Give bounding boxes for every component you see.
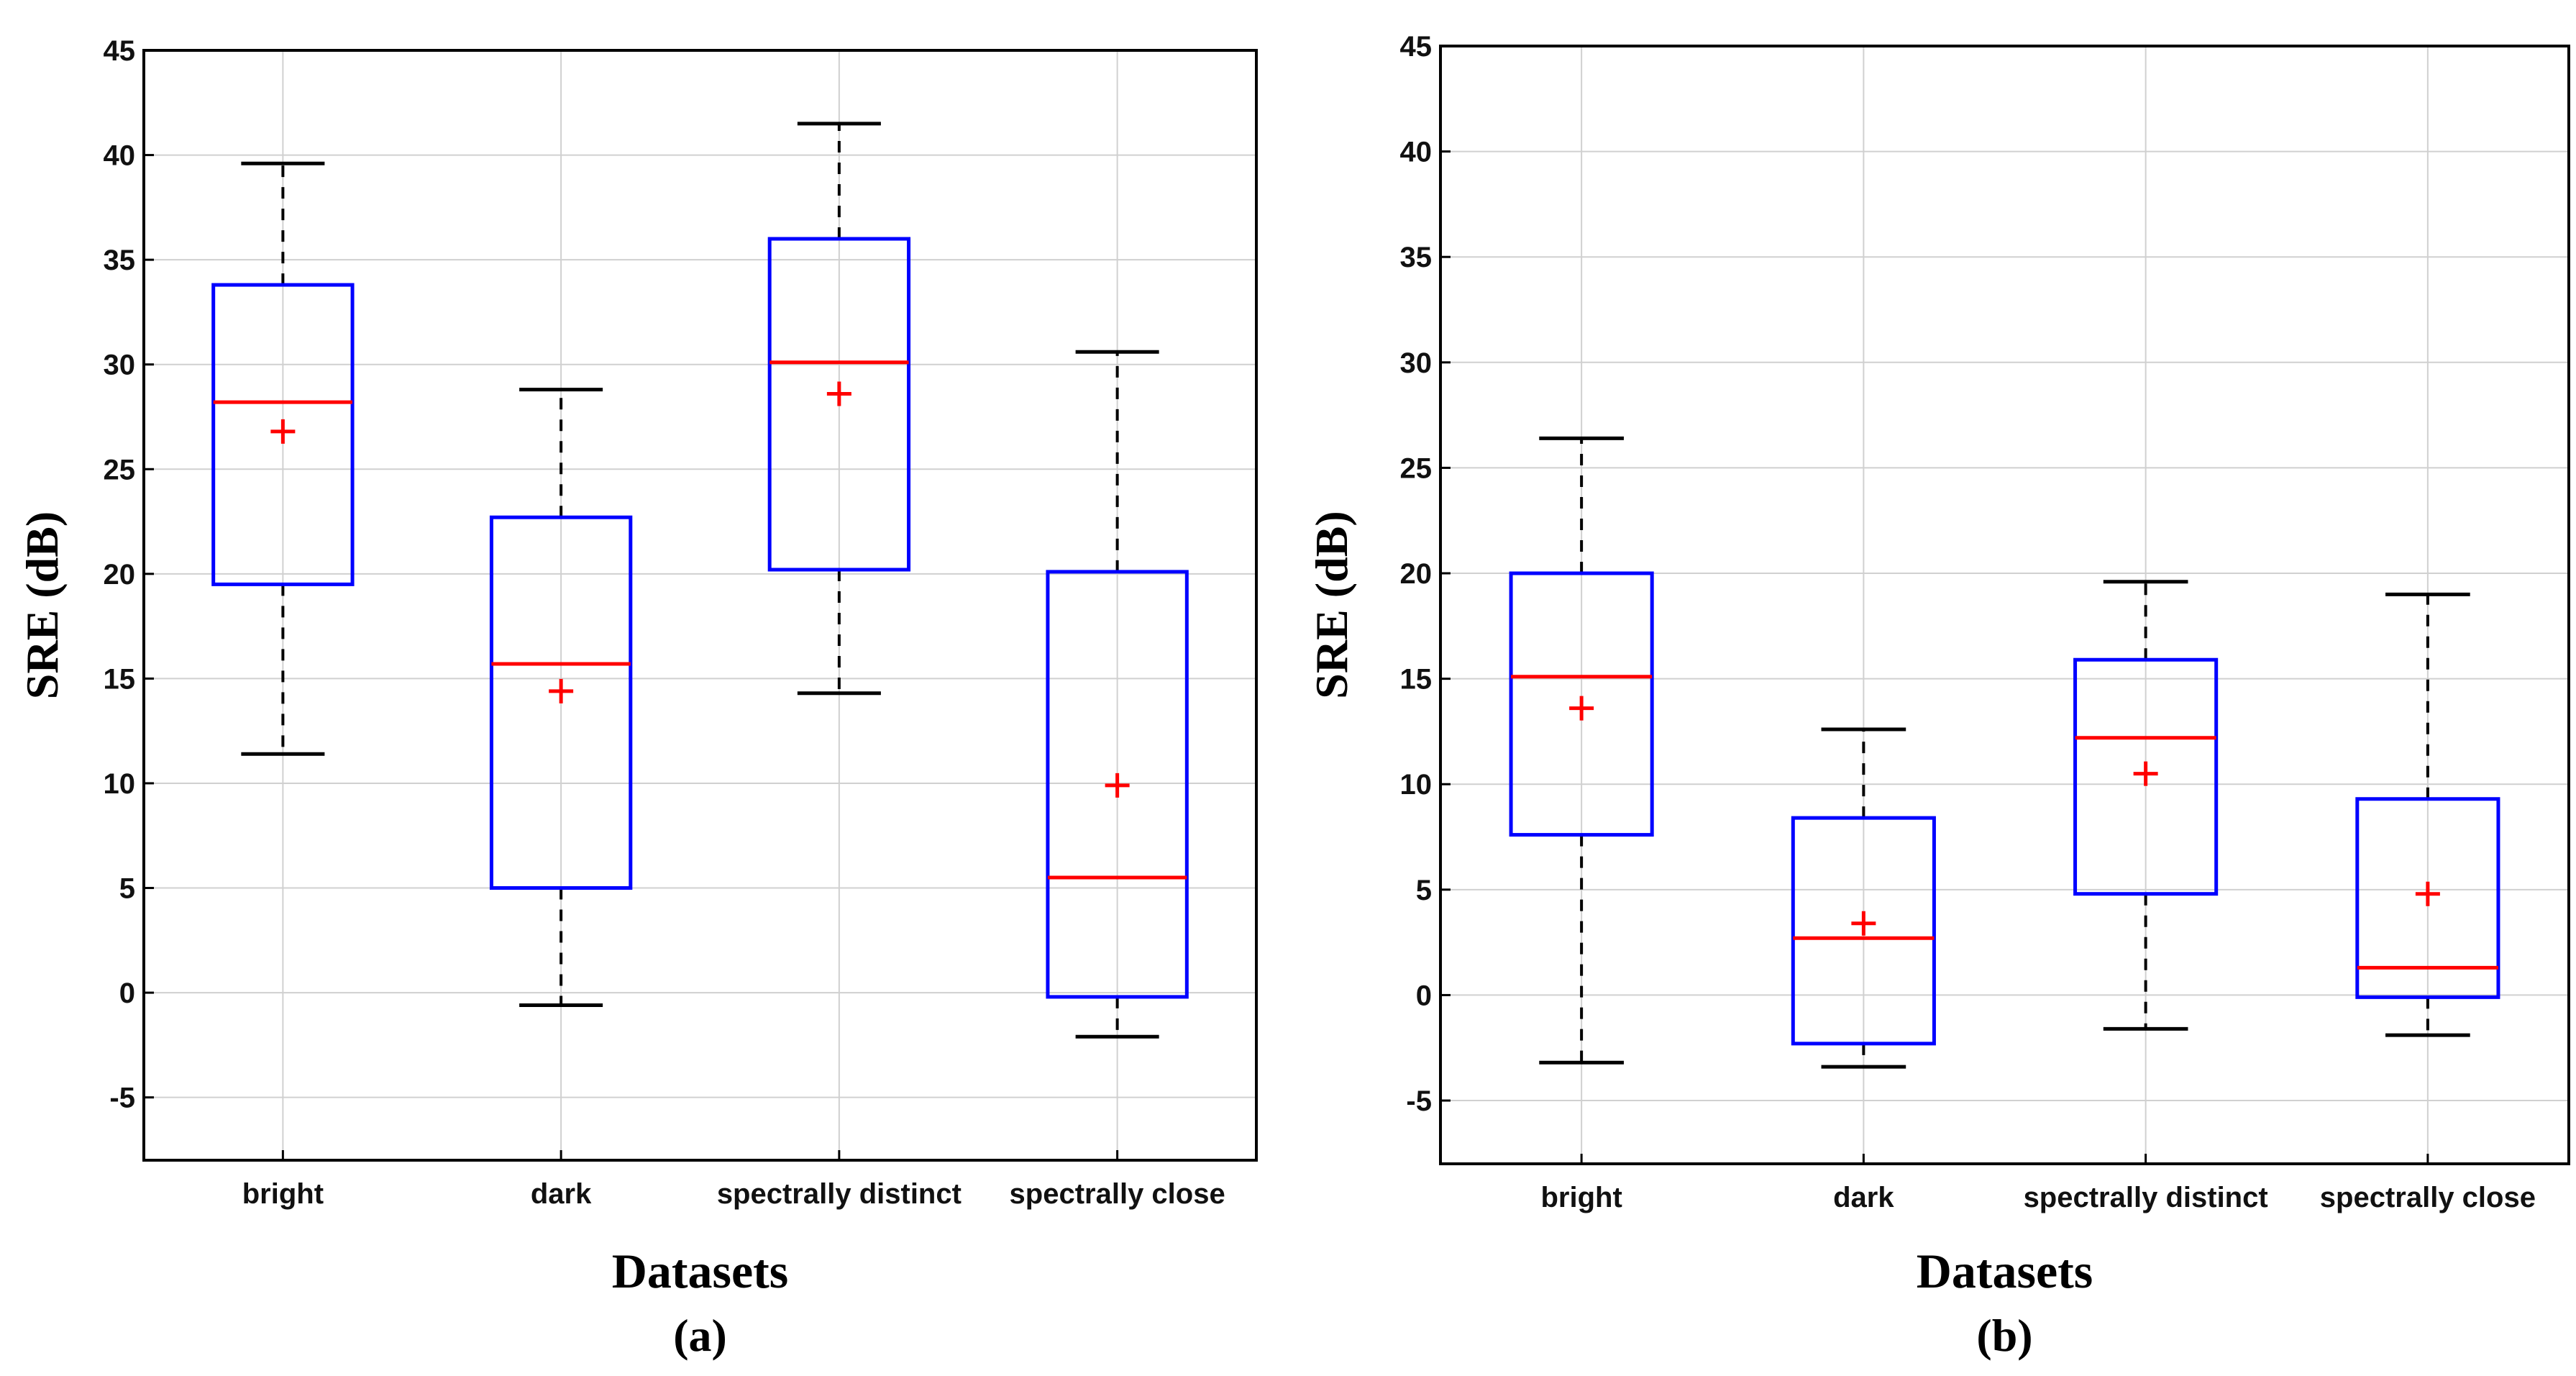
y-tick-label: 45 (1400, 31, 1433, 63)
y-tick-label: 40 (1400, 137, 1433, 168)
mean-marker (1569, 696, 1594, 721)
y-tick-label: -5 (109, 1083, 135, 1114)
y-tick-label: 0 (1416, 980, 1432, 1011)
y-tick-label: 10 (104, 768, 136, 800)
x-tick-label: bright (242, 1178, 324, 1210)
y-tick-label: 35 (1400, 242, 1433, 273)
x-tick-label: spectrally distinct (2024, 1182, 2268, 1213)
y-tick-label: 15 (104, 663, 136, 695)
mean-marker (2415, 881, 2440, 906)
panel-label: (a) (673, 1310, 727, 1361)
y-tick-label: 25 (1400, 452, 1433, 484)
y-tick-label: 45 (104, 35, 136, 67)
panel-b: -5 0 5 10 15 20 25 30 35 40 45 bright dark spectrally… (1306, 31, 2570, 1361)
y-tick-label: 15 (1400, 664, 1433, 696)
box-bright (1509, 571, 1654, 837)
box-spectrally-distinct (767, 237, 911, 572)
y-tick-label: 0 (119, 978, 135, 1009)
plot-frame (1439, 45, 2570, 1165)
panel-a: -5 0 5 10 15 20 25 30 35 40 45 bright dark spectrally… (17, 35, 1258, 1361)
y-tick-label: 20 (1400, 558, 1433, 590)
x-tick-label: spectrally close (1010, 1178, 1225, 1210)
mean-marker (1105, 773, 1130, 798)
mean-marker (2133, 761, 2158, 786)
y-tick-label: 20 (104, 559, 136, 591)
x-axis-label: Datasets (612, 1244, 789, 1298)
y-tick-label: 10 (1400, 769, 1433, 801)
mean-marker (826, 381, 851, 406)
y-tick-label: 5 (119, 873, 135, 905)
panel-label: (b) (1976, 1310, 2032, 1361)
y-axis-label: SRE (dB) (17, 511, 68, 699)
y-tick-label: 30 (1400, 347, 1433, 379)
box-dark (1791, 816, 1936, 1046)
plot-frame (142, 49, 1258, 1162)
box-spectrally-close (2355, 797, 2500, 999)
y-tick-label: 5 (1416, 875, 1432, 906)
box-spectrally-distinct (2073, 657, 2219, 896)
mean-marker (549, 678, 574, 703)
x-axis-label: Datasets (1917, 1244, 2093, 1298)
y-tick-label: 30 (104, 350, 136, 381)
box-bright (211, 283, 355, 586)
y-tick-label: 40 (104, 140, 136, 172)
y-tick-label: 35 (104, 245, 136, 276)
mean-marker (270, 419, 296, 444)
box-spectrally-close (1046, 570, 1189, 999)
x-tick-label: bright (1540, 1182, 1622, 1213)
y-tick-label: 25 (104, 454, 136, 486)
x-tick-label: spectrally distinct (717, 1178, 962, 1210)
x-tick-label: spectrally close (2320, 1182, 2536, 1213)
y-tick-label: -5 (1406, 1085, 1432, 1117)
x-tick-label: dark (1833, 1182, 1894, 1213)
mean-marker (1851, 911, 1876, 936)
y-axis-label: SRE (dB) (1306, 511, 1357, 698)
box-dark (489, 515, 633, 890)
x-tick-label: dark (531, 1178, 592, 1210)
